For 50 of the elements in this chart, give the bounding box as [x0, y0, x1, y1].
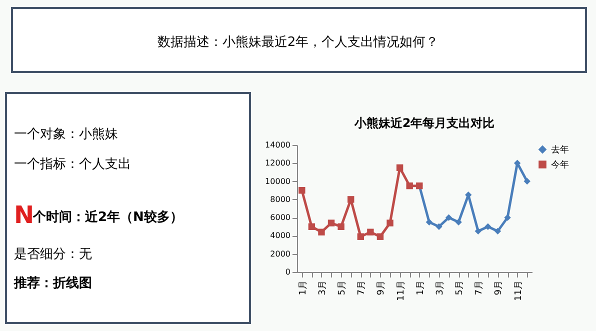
x-tick-label: 1月 — [298, 280, 308, 296]
point — [376, 233, 384, 240]
chart-title: 小熊妹近2年每月支出对比 — [353, 116, 495, 130]
x-tick-label: 1月 — [416, 280, 426, 296]
point — [328, 220, 335, 226]
text: 推荐：折线图 — [13, 275, 92, 291]
point — [308, 223, 316, 230]
point — [318, 228, 325, 236]
x-tick-label: 9月 — [376, 280, 387, 296]
y-tick-label: 2000 — [270, 249, 290, 258]
x-tick-label: 9月 — [494, 280, 504, 296]
point — [338, 223, 344, 230]
y-tick-label: 14000 — [265, 140, 290, 150]
point — [494, 228, 502, 235]
point — [348, 196, 354, 203]
point — [367, 228, 374, 236]
x-tick-label: 7月 — [357, 280, 368, 296]
y-tick-label: 12000 — [265, 158, 290, 168]
point — [386, 220, 394, 226]
x-tick-label: 11月 — [396, 280, 406, 301]
text: N个时间：近2年（N较多） — [14, 201, 183, 229]
point — [436, 223, 442, 230]
x-tick-label: 3月 — [435, 280, 446, 296]
text: 一个对象：小熊妹 — [14, 127, 118, 142]
y-tick-label: 10000 — [265, 176, 290, 186]
x-tick-label: 5月 — [338, 280, 348, 296]
point — [524, 178, 530, 185]
point — [455, 218, 462, 226]
legend-label: 去年 — [551, 144, 569, 156]
point — [484, 223, 492, 230]
y-tick-label: 0 — [285, 268, 290, 276]
text: 是否细分：无 — [14, 247, 92, 262]
x-tick-label: 11月 — [514, 280, 524, 301]
point — [445, 214, 452, 221]
point — [357, 233, 364, 240]
point — [396, 164, 404, 172]
text: 数据描述：小熊妹最近2年，个人支出情况如何？ — [157, 35, 439, 50]
point — [474, 228, 482, 235]
point — [426, 218, 433, 226]
point — [504, 214, 511, 221]
point — [298, 187, 306, 194]
x-tick-label: 7月 — [474, 280, 485, 296]
y-tick-label: 4000 — [270, 231, 290, 240]
y-tick-label: 8000 — [270, 194, 290, 204]
y-tick-label: 6000 — [270, 213, 290, 222]
legend-label: 今年 — [551, 160, 569, 170]
x-tick-label: 5月 — [455, 280, 466, 296]
x-tick-label: 3月 — [318, 280, 328, 296]
text: 一个指标：个人支出 — [14, 157, 131, 172]
point — [406, 182, 413, 190]
